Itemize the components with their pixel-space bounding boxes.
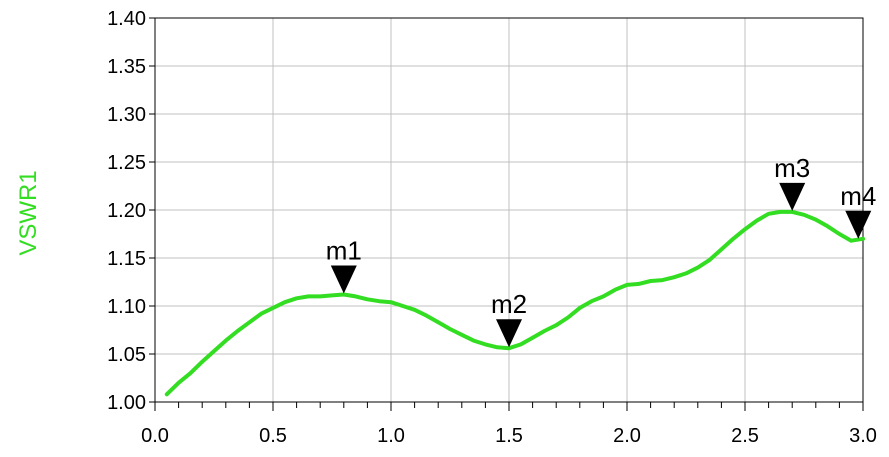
x-tick-label: 1.0: [377, 425, 405, 447]
marker-triangle-m1: [330, 265, 357, 294]
axes: [149, 17, 864, 411]
vswr-series-line: [164, 209, 865, 397]
x-tick-label: 1.5: [495, 425, 523, 447]
x-tick-label: 3.0: [849, 425, 877, 447]
y-tick-label: 1.20: [107, 200, 146, 222]
y-tick-label: 1.05: [107, 344, 146, 366]
y-axis-label: VSWR1: [15, 170, 42, 255]
y-tick-label: 1.00: [107, 392, 146, 414]
tick-labels: 0.0 0.5 1.0 1.5 2.0 2.5 3.0 1.00 1.05 1.10 1.15 1.2…: [107, 8, 877, 447]
series: [164, 209, 865, 397]
marker-label-m1: m1: [326, 235, 362, 265]
x-tick-label: 2.5: [731, 425, 759, 447]
marker-label-m3: m3: [774, 153, 810, 183]
marker-label-m4: m4: [840, 181, 876, 211]
marker-label-m2: m2: [491, 289, 527, 319]
y-tick-label: 1.35: [107, 56, 146, 78]
marker-triangle-m2: [496, 319, 522, 348]
y-tick-label: 1.15: [107, 248, 146, 270]
marker-triangle-m4: [845, 210, 872, 239]
marker-triangle-m3: [779, 182, 806, 211]
y-tick-label: 1.30: [107, 104, 146, 126]
y-tick-label: 1.10: [107, 296, 146, 318]
x-tick-label: 2.0: [613, 425, 641, 447]
x-tick-label: 0.5: [259, 425, 287, 447]
markers: m1 m2 m3 m4: [326, 153, 876, 348]
y-tick-label: 1.25: [107, 152, 146, 174]
x-tick-label: 0.0: [141, 425, 169, 447]
y-tick-label: 1.40: [107, 8, 146, 30]
